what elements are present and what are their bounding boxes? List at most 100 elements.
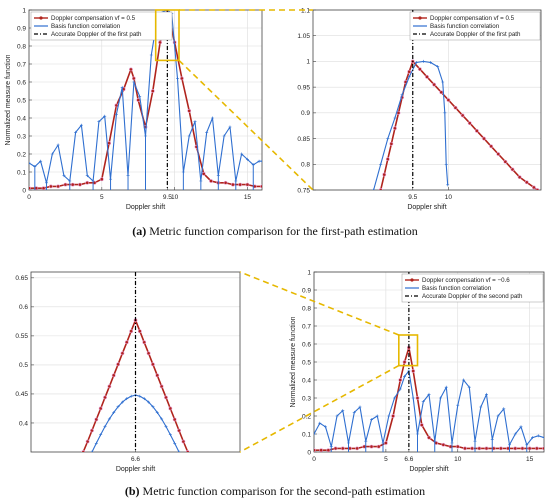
doppler-point — [427, 435, 431, 440]
basis-point — [411, 396, 415, 400]
legend-label: Accurate Doppler of the first path — [430, 31, 521, 38]
y-tick-label: 0.1 — [17, 169, 26, 176]
basis-point — [462, 378, 465, 382]
basis-point — [386, 137, 390, 141]
zoom-connector — [239, 364, 400, 453]
doppler-point — [402, 360, 407, 364]
basis-point — [222, 134, 226, 138]
doppler-point — [150, 89, 155, 93]
basis-point — [109, 177, 113, 181]
doppler-point — [48, 184, 53, 189]
doppler-point — [103, 395, 107, 400]
y-tick-label: 0.4 — [19, 420, 28, 427]
basis-point — [329, 445, 333, 449]
series-line-basis — [29, 10, 262, 184]
doppler-point — [482, 136, 486, 141]
doppler-point — [439, 90, 444, 95]
y-tick-label: 0.5 — [17, 97, 26, 104]
basis-point — [120, 400, 124, 404]
basis-point — [132, 80, 136, 84]
x-tick-label: 0 — [27, 194, 31, 201]
doppler-point — [142, 340, 147, 345]
series-line-basis — [314, 370, 544, 448]
doppler-point — [137, 329, 142, 334]
doppler-point — [389, 141, 394, 146]
basis-point — [29, 161, 31, 165]
doppler-point — [41, 186, 46, 190]
basis-point — [347, 441, 350, 445]
caption-a-text: Metric function comparison for the first… — [146, 224, 418, 238]
basis-point — [126, 174, 130, 178]
basis-point — [414, 60, 418, 64]
basis-point — [144, 134, 147, 138]
series-line-basis — [373, 60, 449, 190]
doppler-point — [151, 362, 155, 367]
doppler-point — [98, 406, 103, 411]
doppler-point — [382, 172, 387, 177]
doppler-point — [107, 384, 112, 389]
doppler-point — [326, 448, 331, 452]
legend-label: Basis function correlation — [51, 23, 121, 30]
zoom-connector — [178, 59, 314, 191]
doppler-point — [383, 441, 388, 445]
doppler-point — [146, 351, 151, 356]
basis-point — [318, 421, 322, 425]
y-tick-label: 0.4 — [302, 377, 311, 384]
basis-point — [173, 441, 177, 445]
legend-label: Doppler compensation vf = −0.6 — [422, 277, 510, 284]
x-tick-label: 6.6 — [404, 456, 413, 463]
basis-point — [33, 165, 37, 169]
doppler-point — [129, 329, 134, 334]
x-tick-label: 15 — [244, 194, 252, 201]
legend-marker-doppler — [39, 16, 43, 20]
basis-point — [97, 120, 101, 124]
zoom-box — [398, 334, 419, 367]
plot-area — [314, 272, 544, 452]
doppler-point — [111, 373, 116, 378]
basis-point — [407, 75, 411, 79]
doppler-point — [484, 446, 489, 451]
doppler-point — [460, 113, 465, 118]
doppler-point — [230, 182, 235, 187]
basis-point — [341, 409, 345, 413]
doppler-point — [129, 67, 133, 72]
basis-point — [450, 441, 454, 445]
doppler-point — [470, 446, 475, 451]
basis-point — [446, 183, 450, 187]
chart-b-left: 6.6 0.4 0.45 0.5 0.55 0.6 0.65 Doppler shift — [15, 271, 241, 473]
doppler-point — [524, 180, 529, 185]
plot-area — [29, 10, 262, 190]
legend-label: Doppler compensation vf = 0.5 — [430, 15, 515, 22]
y-tick-label: 0.6 — [19, 304, 28, 311]
basis-point — [210, 116, 214, 120]
doppler-point — [393, 126, 397, 131]
doppler-point — [419, 423, 424, 427]
y-tick-label: 0.9 — [302, 287, 311, 294]
doppler-point — [245, 182, 250, 187]
caption-b-text: Metric function comparison for the secon… — [139, 484, 426, 498]
basis-point — [168, 433, 172, 437]
doppler-point — [70, 182, 75, 187]
y-tick-label: 0.8 — [17, 43, 26, 50]
doppler-point — [489, 144, 494, 149]
doppler-point — [425, 74, 429, 79]
legend-box — [30, 11, 173, 41]
x-tick-label: 6.6 — [131, 456, 140, 463]
y-tick-label: 1 — [307, 269, 311, 276]
plot-frame — [312, 9, 542, 191]
doppler-point — [85, 439, 90, 444]
doppler-point — [453, 105, 458, 110]
basis-point — [79, 123, 83, 127]
doppler-point — [136, 98, 141, 102]
doppler-point — [467, 121, 472, 126]
y-tick-label: 0.85 — [297, 136, 310, 143]
y-tick-label: 0.7 — [302, 323, 311, 330]
doppler-point — [238, 182, 243, 187]
y-tick-label: 1.1 — [301, 7, 310, 14]
basis-point — [107, 417, 111, 421]
basis-point — [444, 385, 448, 389]
basis-point — [519, 425, 523, 429]
basis-point — [187, 134, 191, 138]
